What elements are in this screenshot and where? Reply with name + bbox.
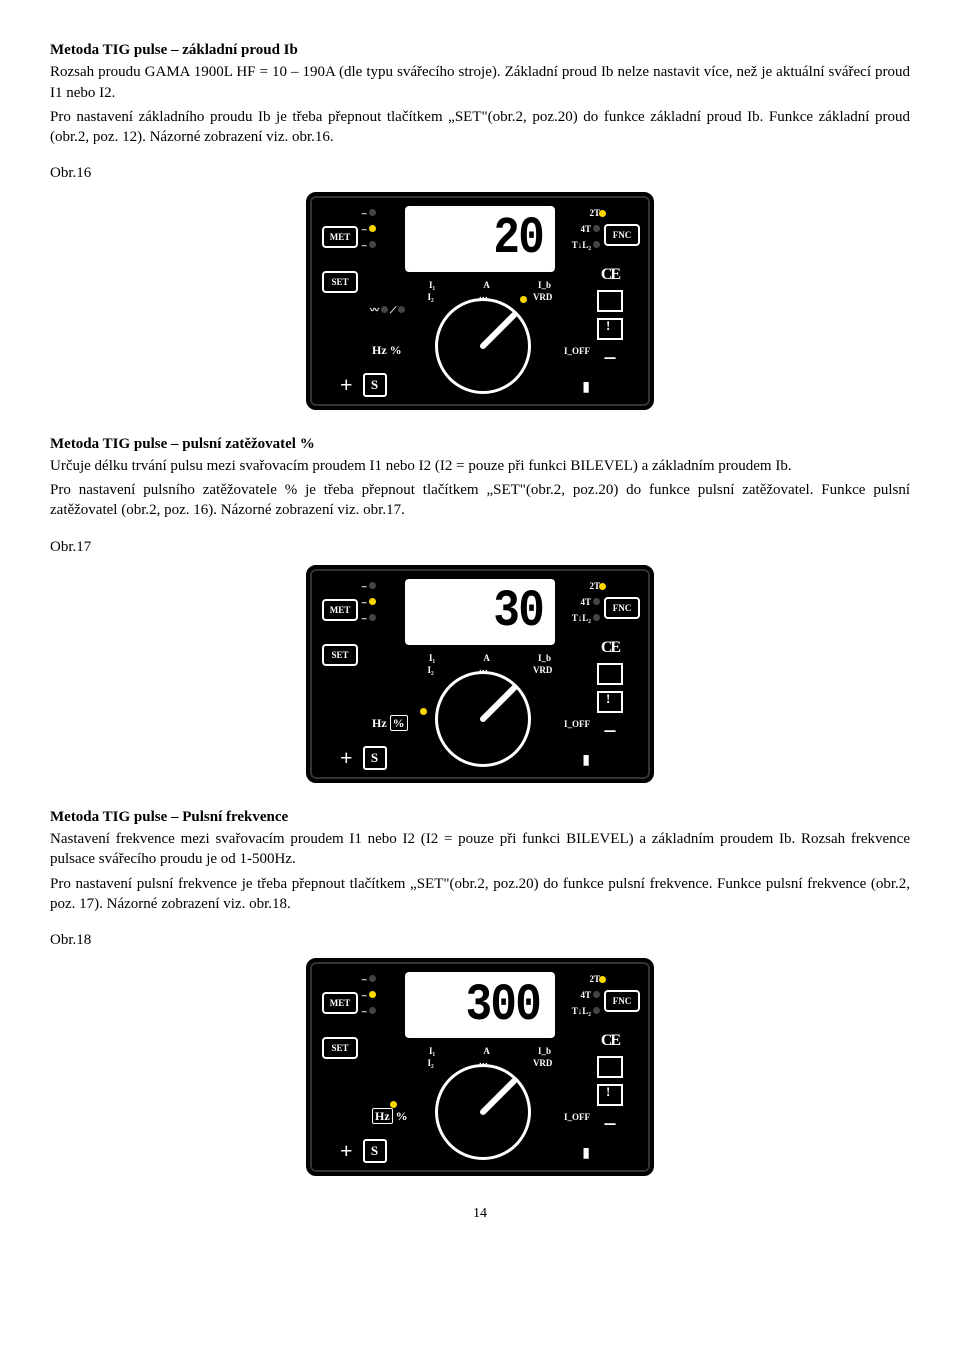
led-2t-icon: [599, 976, 606, 983]
section2-title: Metoda TIG pulse – pulsní zatěžovatel %: [50, 434, 910, 454]
panel-16: MET SET FNC 20 ⎯ ⎯ ⎯ 2T 4T T↓L₂ I₁AI_b I…: [50, 192, 910, 410]
mid-labels: I₁AI_b: [405, 653, 575, 663]
section3-title: Metoda TIG pulse – Pulsní frekvence: [50, 807, 910, 827]
mode3-label: ⎯: [362, 613, 376, 624]
led-on-icon: [369, 225, 376, 232]
warning-icon: [597, 691, 623, 713]
plus-icon: +: [340, 1138, 353, 1164]
dial-knob[interactable]: [435, 671, 531, 767]
section3-p1: Nastavení frekvence mezi svařovacím prou…: [50, 829, 910, 870]
led-icon: [369, 209, 376, 216]
lcd-display: 300: [405, 972, 555, 1038]
minus-icon: −: [603, 346, 617, 373]
wave-icon: 〰: [370, 303, 388, 316]
mode3-label: ⎯: [362, 1006, 376, 1017]
met-button[interactable]: MET: [322, 226, 358, 248]
tl-label: T↓L₂: [572, 240, 600, 250]
control-panel: MET SET FNC 30 ⎯ ⎯ ⎯ 2T 4T T↓L₂ I₁AI_b I…: [306, 565, 654, 783]
warning-icon: [597, 318, 623, 340]
ramp-icon: ⟋: [390, 305, 405, 316]
right-col: CE −: [580, 266, 640, 373]
fig17-label: Obr.17: [50, 537, 910, 557]
torch-icon: ▮: [582, 1145, 590, 1162]
section1-title: Metoda TIG pulse – základní proud Ib: [50, 40, 910, 60]
mode1-label: ⎯: [362, 208, 376, 219]
section1-p2: Pro nastavení základního proudu Ib je tř…: [50, 107, 910, 148]
led-2t-icon: [599, 583, 606, 590]
met-button[interactable]: MET: [322, 599, 358, 621]
mode2-label: ⎯: [362, 597, 376, 608]
4t-label: 4T: [580, 990, 600, 1000]
ce-icon: CE: [601, 266, 619, 284]
mode2-label: ⎯: [362, 224, 376, 235]
mode3-label: ⎯: [362, 240, 376, 251]
pct-led-icon: [420, 708, 427, 715]
4t-label: 4T: [580, 597, 600, 607]
led-icon: [369, 241, 376, 248]
led-2t-icon: [599, 210, 606, 217]
section2-p1: Určuje délku trvání pulsu mezi svařovací…: [50, 456, 910, 476]
plus-icon: +: [340, 745, 353, 771]
mode1-label: ⎯: [362, 974, 376, 985]
hz-pct-label: Hz %: [372, 343, 402, 358]
bottom-left: + S: [322, 1138, 422, 1164]
led-icon: [593, 225, 600, 232]
set-button[interactable]: SET: [322, 271, 358, 293]
manual-icon: [597, 290, 623, 312]
lcd-display: 30: [405, 579, 555, 645]
hz-pct-label: Hz %: [372, 716, 408, 731]
met-button[interactable]: MET: [322, 992, 358, 1014]
s-button[interactable]: S: [363, 746, 387, 770]
right-col: CE −: [580, 1032, 640, 1139]
ce-icon: CE: [601, 639, 619, 657]
hz-pct-label: Hz %: [372, 1109, 408, 1124]
fig18-label: Obr.18: [50, 930, 910, 950]
page-number: 14: [50, 1206, 910, 1222]
bottom-left: + S: [322, 372, 422, 398]
plus-icon: +: [340, 372, 353, 398]
mid-labels: I₁AI_b: [405, 1046, 575, 1056]
fig16-label: Obr.16: [50, 163, 910, 183]
fnc-button[interactable]: FNC: [604, 224, 640, 246]
manual-icon: [597, 1056, 623, 1078]
dial-knob[interactable]: [435, 1064, 531, 1160]
hz-led-icon: [390, 1101, 397, 1108]
bottom-left: + S: [322, 745, 422, 771]
set-button[interactable]: SET: [322, 644, 358, 666]
control-panel: MET SET FNC 300 ⎯ ⎯ ⎯ 2T 4T T↓L₂ I₁AI_b …: [306, 958, 654, 1176]
tl-label: T↓L₂: [572, 613, 600, 623]
control-panel: MET SET FNC 20 ⎯ ⎯ ⎯ 2T 4T T↓L₂ I₁AI_b I…: [306, 192, 654, 410]
s-button[interactable]: S: [363, 1139, 387, 1163]
s-button[interactable]: S: [363, 373, 387, 397]
section3-p2: Pro nastavení pulsní frekvence je třeba …: [50, 874, 910, 915]
mid-labels: I₁AI_b: [405, 280, 575, 290]
minus-icon: −: [603, 719, 617, 746]
panel-18: MET SET FNC 300 ⎯ ⎯ ⎯ 2T 4T T↓L₂ I₁AI_b …: [50, 958, 910, 1176]
section2-p2: Pro nastavení pulsního zatěžovatele % je…: [50, 480, 910, 521]
dial-knob[interactable]: [435, 298, 531, 394]
ce-icon: CE: [601, 1032, 619, 1050]
lcd-display: 20: [405, 206, 555, 272]
right-col: CE −: [580, 639, 640, 746]
mode1-label: ⎯: [362, 581, 376, 592]
fnc-button[interactable]: FNC: [604, 990, 640, 1012]
manual-icon: [597, 663, 623, 685]
minus-icon: −: [603, 1112, 617, 1139]
fnc-button[interactable]: FNC: [604, 597, 640, 619]
section1-p1: Rozsah proudu GAMA 1900L HF = 10 – 190A …: [50, 62, 910, 103]
set-button[interactable]: SET: [322, 1037, 358, 1059]
4t-label: 4T: [580, 224, 600, 234]
tl-label: T↓L₂: [572, 1006, 600, 1016]
led-icon: [593, 241, 600, 248]
ib-led-icon: [520, 296, 527, 303]
warning-icon: [597, 1084, 623, 1106]
panel-17: MET SET FNC 30 ⎯ ⎯ ⎯ 2T 4T T↓L₂ I₁AI_b I…: [50, 565, 910, 783]
torch-icon: ▮: [582, 752, 590, 769]
mode2-label: ⎯: [362, 990, 376, 1001]
torch-icon: ▮: [582, 379, 590, 396]
